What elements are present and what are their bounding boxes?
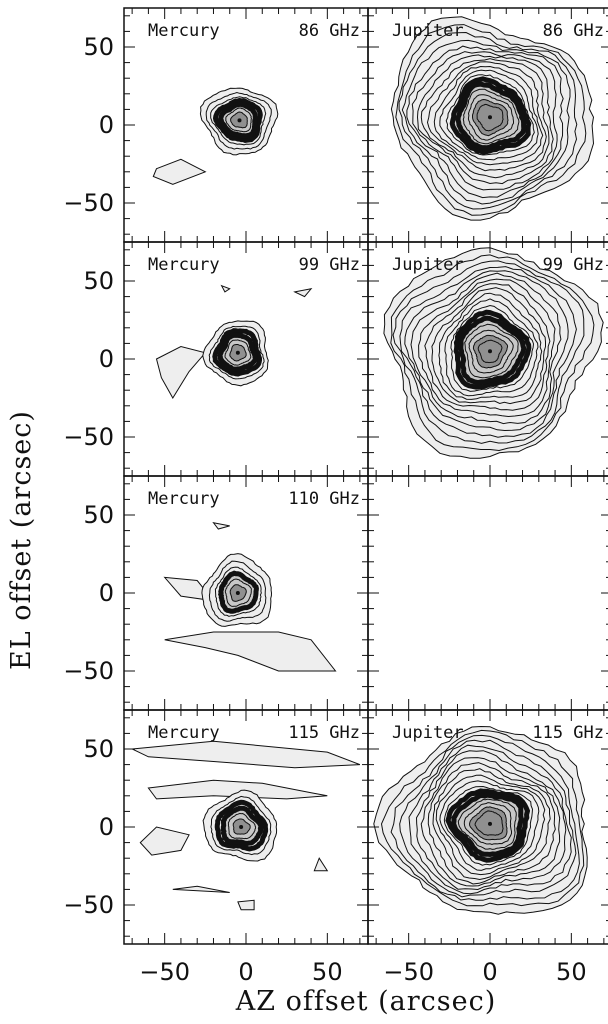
y-tick-label: −50 [63,189,114,217]
x-tick-label: −50 [383,958,434,986]
y-tick-label: 0 [99,579,114,607]
contour-extension [293,288,313,298]
peak-marker [235,350,240,355]
contour-extension [237,899,255,911]
peak-marker [235,591,240,595]
y-tick-label: 0 [99,813,114,841]
panels-layer: Mercury 86 GHz −50 0 50 Jupiter 86 GHz Mercury 9… [63,7,608,986]
x-tick-label: −50 [139,958,190,986]
x-tick-label: 50 [312,958,343,986]
peak-marker [488,821,492,826]
y-axis-title: EL offset (arcsec) [6,410,37,670]
y-tick-label: −50 [63,423,114,451]
panel-frequency-label: 99 GHz [299,255,360,275]
y-tick-label: 50 [83,267,114,295]
panel-frequency-label: 99 GHz [543,255,604,275]
contour-extension [147,779,328,800]
panel-mercury-99: Mercury 99 GHz −50 0 50 [63,241,369,477]
contour-extension [172,885,230,893]
panel-jupiter-110 [367,475,608,711]
panel-mercury-115: Mercury 115 GHz −50 0 50 −50 0 50 [63,709,369,986]
peak-marker [237,118,242,123]
y-tick-label: −50 [63,657,114,685]
panel-contours [155,284,313,399]
x-axis-title: AZ offset (arcsec) [235,986,497,1017]
contour-extension [212,522,230,530]
panel-contours [152,87,279,185]
panel-source-label: Mercury [148,723,220,743]
panel-frequency-label: 115 GHz [532,723,604,743]
y-tick-label: 0 [99,345,114,373]
panel-contours [130,740,361,911]
peak-marker [488,115,492,120]
contour-extension [313,857,329,872]
panel-mercury-110: Mercury 110 GHz −50 0 50 [63,475,369,711]
panel-source-label: Mercury [148,21,220,41]
peak-marker [239,825,244,829]
contour-extension [130,740,361,769]
x-tick-label: 50 [556,958,587,986]
panel-contours [383,247,604,459]
panel-source-label: Mercury [148,489,220,509]
contour-extension [152,158,207,185]
y-tick-label: 50 [83,501,114,529]
y-tick-label: −50 [63,891,114,919]
panel-source-label: Jupiter [392,255,464,275]
panel-contours [390,16,595,221]
panel-source-label: Jupiter [392,21,464,41]
contour-extension [220,284,231,293]
panel-mercury-86: Mercury 86 GHz −50 0 50 [63,7,369,243]
panel-jupiter-99: Jupiter 99 GHz [367,241,608,477]
panel-frequency-label: 110 GHz [288,489,360,509]
peak-marker [488,349,492,354]
contour-extension [164,631,337,672]
y-tick-label: 50 [83,735,114,763]
panel-contours [163,522,337,672]
panel-frequency-label: 86 GHz [543,21,604,41]
panel-frame [367,475,608,711]
panel-contours [373,725,588,915]
contour-extension [155,345,207,399]
y-tick-label: 50 [83,33,114,61]
x-tick-label: 0 [238,958,253,986]
panel-source-label: Mercury [148,255,220,275]
panel-jupiter-86: Jupiter 86 GHz [367,7,608,243]
panel-jupiter-115: Jupiter 115 GHz −50 0 50 [367,709,608,986]
x-tick-label: 0 [482,958,497,986]
contour-extension [139,826,190,856]
panel-frequency-label: 115 GHz [288,723,360,743]
y-tick-label: 0 [99,111,114,139]
panel-source-label: Jupiter [392,723,464,743]
panel-frequency-label: 86 GHz [299,21,360,41]
